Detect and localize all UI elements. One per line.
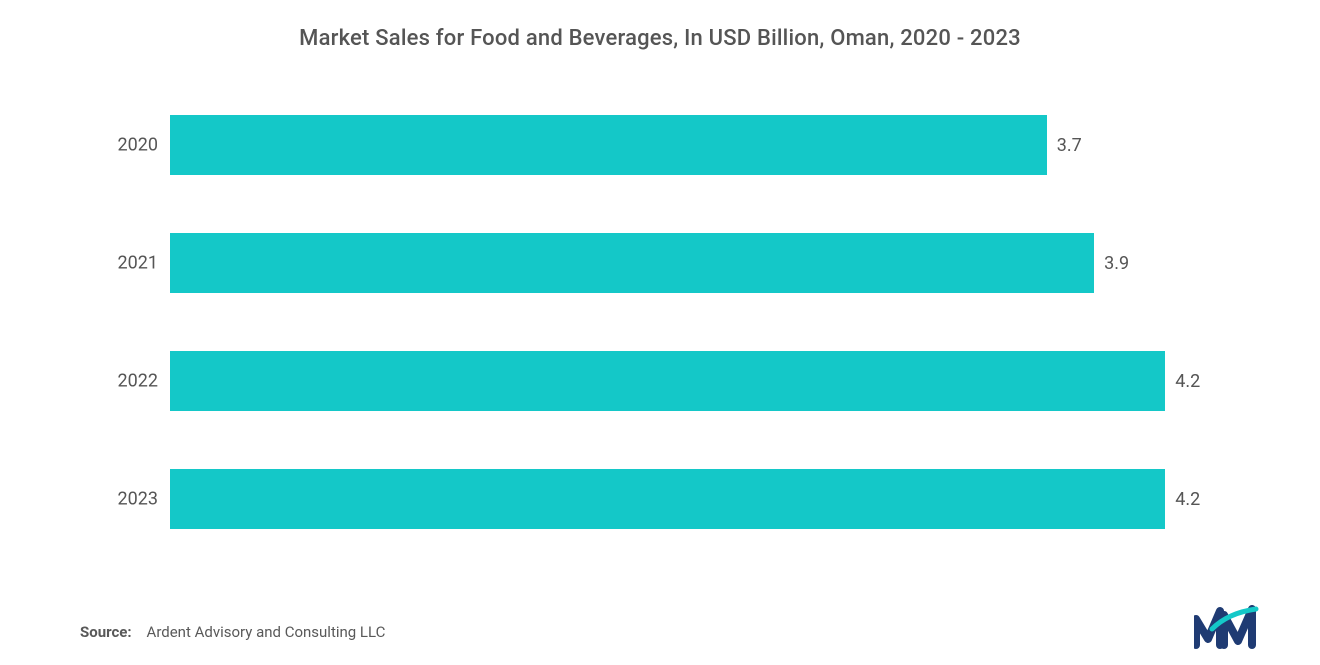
chart-title: Market Sales for Food and Beverages, In … — [60, 26, 1260, 51]
bar-rect — [170, 233, 1094, 293]
bar-row: 2023 4.2 — [170, 464, 1260, 534]
bars-area: 2020 3.7 2021 3.9 2022 4.2 2023 4.2 — [170, 110, 1260, 570]
bar-row: 2022 4.2 — [170, 346, 1260, 416]
chart-container: Market Sales for Food and Beverages, In … — [0, 0, 1320, 665]
bar-rect — [170, 469, 1165, 529]
value-label: 4.2 — [1175, 489, 1200, 510]
bar-rect — [170, 115, 1047, 175]
value-label: 4.2 — [1175, 371, 1200, 392]
value-label: 3.9 — [1104, 253, 1129, 274]
bar-row: 2021 3.9 — [170, 228, 1260, 298]
category-label: 2020 — [98, 135, 158, 156]
category-label: 2022 — [98, 371, 158, 392]
brand-logo-icon — [1194, 605, 1260, 649]
value-label: 3.7 — [1057, 135, 1082, 156]
source-footer: Source: Ardent Advisory and Consulting L… — [80, 623, 385, 641]
bar-row: 2020 3.7 — [170, 110, 1260, 180]
category-label: 2023 — [98, 489, 158, 510]
source-label: Source: — [80, 623, 132, 641]
bar-rect — [170, 351, 1165, 411]
category-label: 2021 — [98, 253, 158, 274]
source-text: Ardent Advisory and Consulting LLC — [147, 623, 386, 641]
